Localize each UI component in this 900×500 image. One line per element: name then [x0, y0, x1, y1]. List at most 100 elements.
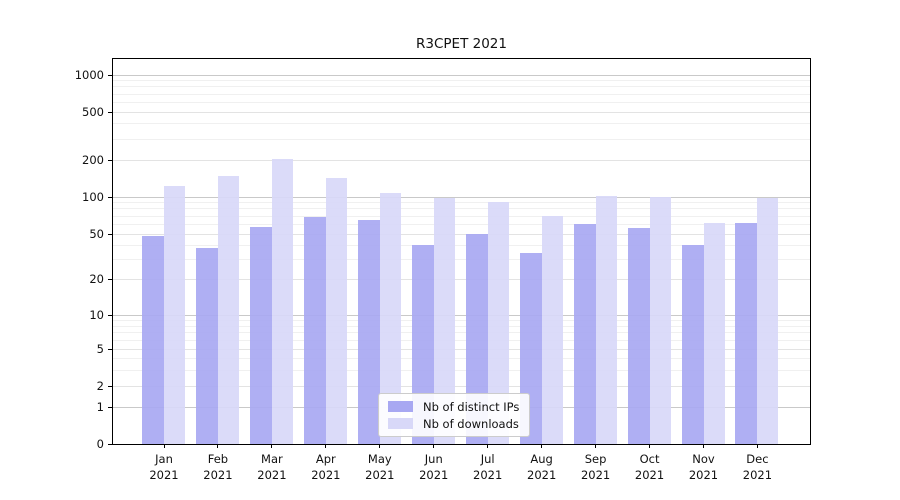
sub-gridline — [113, 111, 810, 113]
y-tick-mark — [108, 160, 112, 161]
minor-gridline — [113, 369, 810, 371]
minor-gridline — [113, 80, 810, 82]
x-tick-mark — [325, 444, 327, 448]
legend-item-downloads: Nb of downloads — [388, 415, 519, 432]
minor-gridline — [113, 320, 810, 322]
y-tick-label: 200 — [82, 153, 104, 167]
bar-distinct-ips — [573, 223, 596, 444]
legend-swatch-distinct-ips-icon — [388, 401, 413, 412]
x-tick-label: Feb 2021 — [203, 452, 233, 482]
y-tick-mark — [108, 111, 112, 113]
y-tick-label: 2 — [96, 379, 104, 393]
sub-gridline — [113, 386, 810, 387]
x-tick-label: May 2021 — [365, 452, 395, 482]
x-tick-mark — [217, 444, 219, 448]
bar-downloads — [433, 198, 455, 444]
legend-swatch-downloads-icon — [388, 418, 413, 429]
x-tick-label: Dec 2021 — [742, 452, 773, 482]
bar-distinct-ips — [681, 244, 704, 444]
y-tick-mark — [108, 279, 112, 280]
bar-downloads — [271, 159, 293, 444]
minor-gridline — [113, 325, 810, 327]
bar-distinct-ips — [249, 226, 272, 444]
bar-downloads — [217, 175, 239, 444]
bar-downloads — [379, 193, 401, 444]
bar-distinct-ips — [735, 222, 758, 444]
bar-downloads — [595, 195, 617, 444]
y-tick-label: 20 — [89, 272, 104, 286]
x-tick-label: Aug 2021 — [527, 452, 557, 482]
bar-downloads — [649, 196, 671, 444]
x-tick-label: Oct 2021 — [634, 452, 665, 482]
minor-gridline — [113, 138, 810, 140]
chart-title: R3CPET 2021 — [416, 36, 507, 52]
x-tick-label: Sep 2021 — [580, 452, 611, 482]
bar-downloads — [541, 216, 563, 444]
y-tick-label: 10 — [89, 308, 104, 322]
y-tick-mark — [108, 196, 112, 198]
minor-gridline — [113, 93, 810, 95]
x-tick-mark — [271, 444, 273, 448]
bar-downloads — [164, 186, 185, 444]
plot-area — [112, 58, 811, 445]
legend-label-downloads: Nb of downloads — [423, 416, 519, 431]
bar-downloads — [325, 178, 347, 444]
bar-distinct-ips — [303, 217, 326, 444]
x-tick-label: Jul 2021 — [473, 452, 503, 482]
minor-gridline — [113, 258, 810, 260]
minor-gridline — [113, 86, 810, 88]
y-tick-label: 0 — [96, 437, 104, 451]
bar-distinct-ips — [142, 235, 164, 444]
minor-gridline — [113, 202, 810, 204]
x-tick-mark — [649, 444, 651, 448]
y-tick-mark — [108, 233, 112, 235]
minor-gridline — [113, 208, 810, 210]
legend-item-distinct-ips: Nb of distinct IPs — [388, 398, 519, 415]
x-tick-mark — [379, 444, 381, 448]
y-tick-label: 100 — [82, 189, 104, 204]
major-gridline — [113, 196, 810, 198]
minor-gridline — [113, 215, 810, 217]
legend: Nb of distinct IPs Nb of downloads — [378, 393, 531, 437]
minor-gridline — [113, 223, 810, 225]
minor-gridline — [113, 332, 810, 334]
x-tick-label: Nov 2021 — [688, 452, 719, 482]
bar-downloads — [487, 201, 509, 444]
bar-distinct-ips — [465, 233, 488, 444]
minor-gridline — [113, 358, 810, 359]
x-tick-mark — [595, 444, 597, 448]
minor-gridline — [113, 340, 810, 342]
bar-distinct-ips — [195, 248, 218, 444]
x-tick-mark — [433, 444, 435, 448]
y-tick-label: 1 — [96, 400, 104, 414]
minor-gridline — [113, 244, 810, 246]
y-tick-mark — [108, 74, 112, 76]
x-tick-label: Mar 2021 — [257, 452, 287, 482]
major-gridline — [113, 315, 810, 316]
x-tick-mark — [703, 444, 704, 448]
y-tick-label: 50 — [89, 226, 104, 241]
major-gridline — [113, 74, 810, 76]
bar-downloads — [703, 222, 725, 444]
x-tick-mark — [163, 444, 165, 448]
bar-downloads — [757, 198, 779, 444]
x-tick-mark — [541, 444, 543, 448]
x-tick-label: Apr 2021 — [311, 452, 341, 482]
y-tick-mark — [108, 407, 112, 408]
y-tick-label: 1000 — [74, 67, 104, 82]
bar-distinct-ips — [357, 220, 380, 444]
sub-gridline — [113, 233, 810, 235]
legend-label-distinct-ips: Nb of distinct IPs — [423, 399, 520, 414]
y-tick-mark — [108, 349, 112, 350]
y-tick-label: 500 — [82, 104, 104, 119]
sub-gridline — [113, 279, 810, 280]
y-tick-label: 5 — [96, 342, 104, 356]
sub-gridline — [113, 349, 810, 350]
sub-gridline — [113, 160, 810, 161]
minor-gridline — [113, 123, 810, 125]
y-tick-mark — [108, 444, 112, 445]
x-tick-label: Jan 2021 — [149, 452, 179, 482]
x-tick-mark — [487, 444, 489, 448]
y-tick-mark — [108, 315, 112, 316]
